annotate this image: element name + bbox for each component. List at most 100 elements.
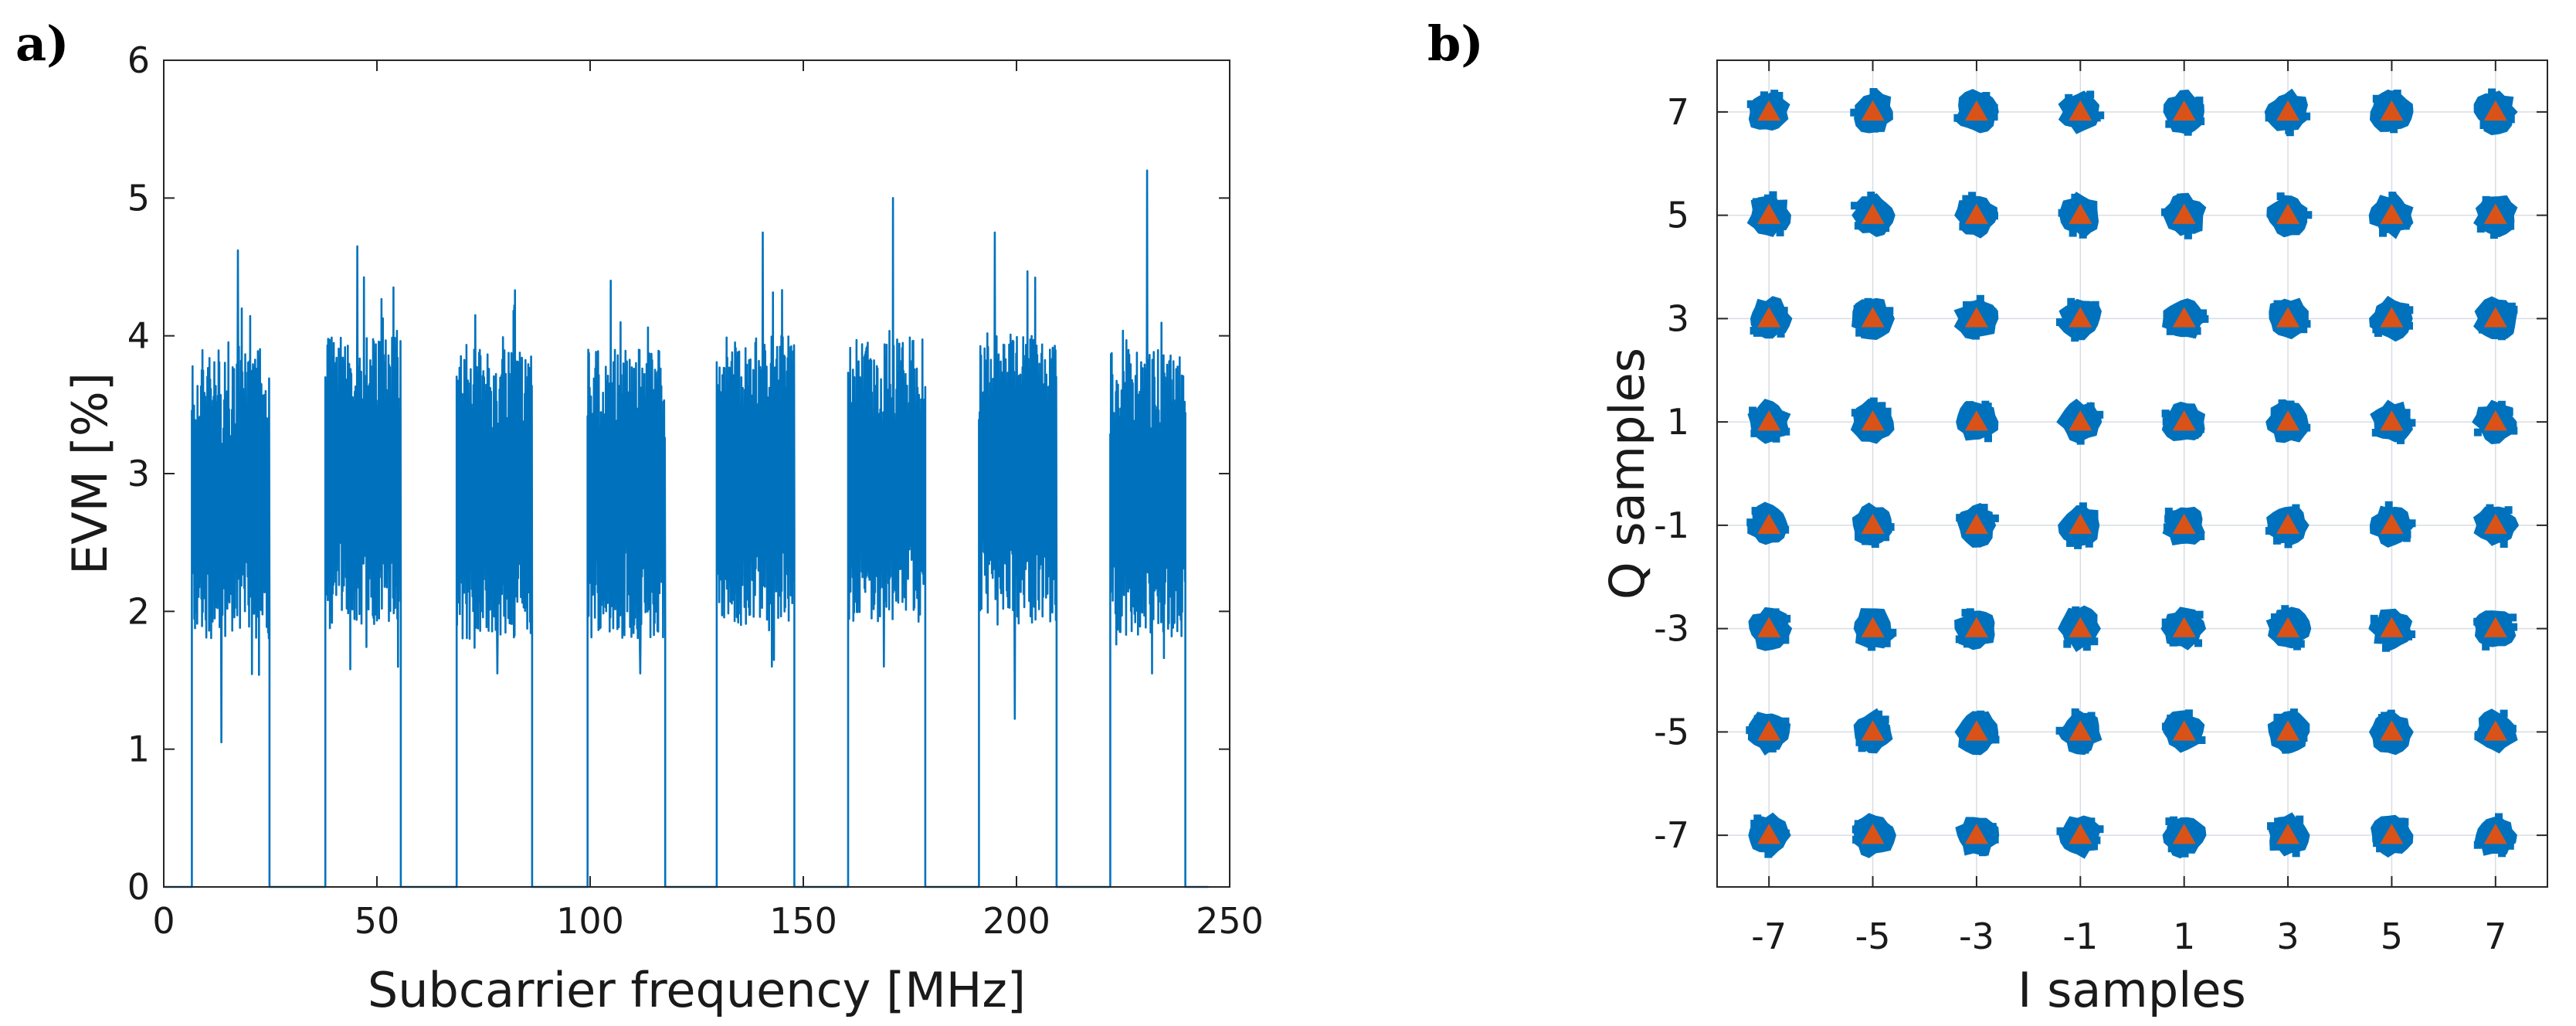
received-sample-outlier xyxy=(1875,710,1883,719)
panel-a-x-tick-label: 0 xyxy=(152,900,175,942)
received-samples-group xyxy=(1746,88,2520,859)
ideal-point-marker xyxy=(1861,824,1885,844)
received-sample-outlier xyxy=(2376,740,2384,749)
ideal-point-marker xyxy=(1964,203,1988,224)
received-sample-outlier xyxy=(2195,610,2204,619)
received-sample-outlier xyxy=(1869,88,1878,96)
ideal-point-marker xyxy=(1964,100,1988,121)
ideal-point-marker xyxy=(2172,410,2196,431)
received-sample-outlier xyxy=(1882,639,1891,647)
panel-a-x-tick-label: 50 xyxy=(355,900,400,942)
received-sample-outlier xyxy=(2086,90,2095,99)
ideal-point-marker xyxy=(2380,307,2404,328)
received-sample-outlier xyxy=(2184,231,2192,240)
ideal-point-marker xyxy=(1757,720,1781,741)
received-sample-outlier xyxy=(1871,540,1879,549)
received-sample-outlier xyxy=(1864,297,1872,306)
panel-a-y-tick-label: 1 xyxy=(127,729,150,770)
received-sample-outlier xyxy=(2265,114,2273,122)
panel-a-y-tick-label: 5 xyxy=(127,177,150,219)
ideal-point-marker xyxy=(1757,617,1781,637)
received-sample-outlier xyxy=(2170,816,2178,824)
received-sample-outlier xyxy=(2303,423,2311,432)
received-sample-outlier xyxy=(1776,228,1784,236)
ideal-point-marker xyxy=(2483,100,2507,121)
received-sample-outlier xyxy=(1991,514,1999,522)
received-sample-outlier xyxy=(2475,731,2483,739)
received-sample-outlier xyxy=(2405,306,2414,314)
ideal-point-marker xyxy=(2276,203,2300,224)
received-sample-outlier xyxy=(1851,409,1859,417)
received-sample-outlier xyxy=(2169,638,2177,647)
received-sample-outlier xyxy=(1858,744,1866,753)
received-sample-outlier xyxy=(2273,300,2282,308)
ideal-point-marker xyxy=(2069,513,2092,535)
received-sample-outlier xyxy=(2384,501,2393,509)
received-sample-outlier xyxy=(2092,114,2101,122)
received-sample-outlier xyxy=(1991,835,1999,844)
ideal-point-marker xyxy=(1964,513,1988,535)
received-sample-outlier xyxy=(1781,636,1790,644)
panel-a-ticks: 0 50 100 150 200 250 0 1 2 3 4 5 6 xyxy=(127,39,1264,942)
received-sample-outlier xyxy=(2510,623,2518,631)
ideal-point-marker xyxy=(2172,617,2196,637)
received-sample-outlier xyxy=(1962,195,1970,203)
ideal-point-marker xyxy=(2380,100,2404,121)
ideal-point-marker xyxy=(2172,720,2196,741)
panel-a-y-tick-label: 2 xyxy=(127,590,150,632)
received-sample-outlier xyxy=(1885,826,1893,834)
ideal-point-marker xyxy=(2276,410,2300,431)
received-sample-outlier xyxy=(2196,425,2204,433)
received-sample-outlier xyxy=(2270,613,2279,621)
received-sample-outlier xyxy=(2505,408,2513,416)
received-sample-outlier xyxy=(2392,90,2401,99)
received-sample-outlier xyxy=(1991,736,2000,744)
received-sample-outlier xyxy=(2473,617,2482,626)
ideal-point-marker xyxy=(2483,203,2507,224)
received-sample-outlier xyxy=(1780,307,1788,315)
panel-b-x-tick-label: -3 xyxy=(1959,916,1994,957)
ideal-point-marker xyxy=(2380,824,2404,844)
panel-b-constellation-chart: b) -7 -5 -3 -1 1 3 5 7 -7 -5 -3 -1 1 3 5 7 I samples Q … xyxy=(1427,15,2548,1018)
received-sample-outlier xyxy=(2504,506,2513,515)
panel-a-y-tick-label: 3 xyxy=(127,453,150,494)
panel-b-x-tick-label: -5 xyxy=(1855,916,1891,957)
received-sample-outlier xyxy=(2056,318,2064,326)
received-sample-outlier xyxy=(2295,224,2303,233)
received-sample-outlier xyxy=(1749,406,1757,415)
received-sample-outlier xyxy=(2056,827,2065,835)
ideal-point-marker xyxy=(2483,824,2507,844)
received-sample-outlier xyxy=(2473,428,2482,437)
panel-a-y-tick-label: 6 xyxy=(127,39,150,81)
received-sample-outlier xyxy=(2506,222,2515,230)
received-sample-outlier xyxy=(2402,409,2411,417)
received-sample-outlier xyxy=(2408,630,2416,638)
received-sample-outlier xyxy=(2201,314,2209,323)
received-sample-outlier xyxy=(2267,822,2275,831)
ideal-point-marker xyxy=(1964,720,1988,741)
received-sample-outlier xyxy=(1753,715,1762,723)
received-sample-outlier xyxy=(1781,717,1790,725)
received-sample-outlier xyxy=(1750,429,1759,437)
ideal-point-marker xyxy=(2380,410,2404,431)
received-sample-outlier xyxy=(1869,397,1878,406)
received-sample-outlier xyxy=(1782,829,1790,837)
ideal-point-marker xyxy=(2069,203,2092,224)
received-sample-outlier xyxy=(2181,849,2189,858)
received-sample-outlier xyxy=(2071,334,2079,342)
received-sample-outlier xyxy=(1855,738,1864,746)
panel-b-x-tick-label: -7 xyxy=(1751,916,1787,957)
panel-b-x-tick-label: -1 xyxy=(2062,916,2098,957)
received-sample-outlier xyxy=(2191,431,2199,440)
received-sample-outlier xyxy=(1760,91,1768,100)
received-sample-outlier xyxy=(2199,309,2208,318)
received-sample-outlier xyxy=(1750,820,1759,827)
ideal-points-group xyxy=(1757,100,2507,844)
ideal-point-marker xyxy=(1861,203,1885,224)
ideal-point-marker xyxy=(2172,824,2196,844)
received-sample-outlier xyxy=(1854,222,1862,230)
received-sample-outlier xyxy=(2402,534,2411,542)
ideal-point-marker xyxy=(2069,100,2092,121)
received-sample-outlier xyxy=(1959,223,1967,231)
received-sample-outlier xyxy=(2500,709,2508,718)
